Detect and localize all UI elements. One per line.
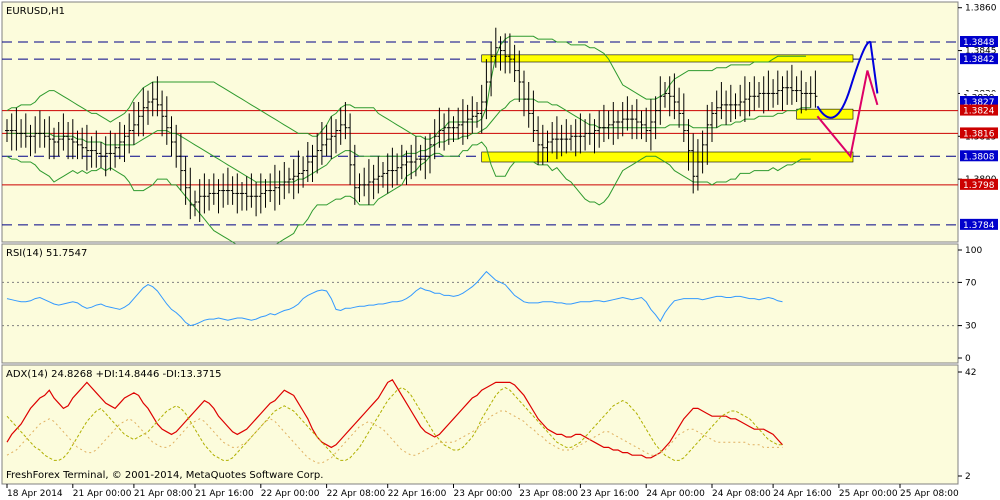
rsi-panel: RSI(14) 51.7547 100 70 30 0 — [1, 243, 982, 364]
time-tick-label: 24 Apr 16:00 — [773, 489, 832, 499]
symbol-label: EURUSD,H1 — [6, 6, 65, 17]
adx-axis: 42 2 — [958, 368, 976, 482]
plus-di-series-line — [6, 387, 783, 461]
price-tag-label: 1.3784 — [963, 221, 995, 231]
adx-series-line — [6, 378, 783, 459]
time-tick-label: 23 Apr 00:00 — [454, 489, 513, 499]
time-axis: 18 Apr 2014 21 Apr 00:00 21 Apr 08:00 21 Ap… — [6, 484, 959, 499]
rsi-levels — [2, 281, 958, 327]
forecast-arrows — [816, 40, 879, 159]
pink-forecast-arrow — [816, 70, 879, 159]
time-tick-label: 24 Apr 00:00 — [646, 489, 705, 499]
price-tag — [960, 178, 998, 190]
rsi-panel-bg — [1, 243, 959, 364]
minus-di-series-line — [6, 410, 783, 464]
adx-panel: ADX(14) 24.8268 +DI:14.8446 -DI:13.3715 … — [1, 364, 976, 485]
adx-lines — [6, 378, 783, 464]
time-tick-label: 23 Apr 08:00 — [519, 489, 578, 499]
price-tag-label: 1.3827 — [963, 98, 995, 108]
blue-forecast-arrow-tail — [869, 41, 879, 94]
sr-zone — [481, 151, 854, 163]
time-tick-label: 18 Apr 2014 — [7, 489, 63, 499]
price-tag-label: 1.3824 — [963, 107, 995, 117]
candles — [5, 27, 818, 222]
time-tick-label: 23 Apr 16:00 — [580, 489, 639, 499]
price-tag-label: 1.3816 — [963, 129, 995, 139]
price-tag-label: 1.3808 — [963, 152, 995, 162]
time-tick-label: 25 Apr 08:00 — [900, 489, 959, 499]
time-tick-label: 25 Apr 00:00 — [839, 489, 898, 499]
price-tag-label: 1.3798 — [963, 181, 995, 191]
bollinger-bands — [6, 35, 811, 257]
adx-tick-label: 42 — [965, 368, 976, 378]
main-panel: EURUSD,H1 1.38601.38451.38301.38151.3800… — [1, 1, 998, 257]
rsi-tick-label: 100 — [965, 246, 982, 256]
price-tag — [960, 127, 998, 139]
main-panel-bg — [1, 1, 959, 243]
watermark: FreshForex Terminal, © 2001-2014, MetaQu… — [6, 470, 323, 481]
time-tick-label: 21 Apr 16:00 — [195, 489, 254, 499]
price-tag — [960, 53, 998, 65]
rsi-line — [6, 270, 783, 327]
rsi-tick-label: 70 — [965, 278, 977, 288]
time-tick-label: 22 Apr 08:00 — [327, 489, 386, 499]
price-tag — [960, 150, 998, 162]
price-tag — [960, 104, 998, 116]
rsi-tick-label: 30 — [965, 322, 977, 332]
price-tag — [960, 218, 998, 230]
price-tag — [960, 36, 998, 47]
sr-zone — [481, 54, 854, 63]
time-tick-label: 22 Apr 16:00 — [388, 489, 447, 499]
price-tick-label: 1.3860 — [965, 4, 997, 14]
adx-label: ADX(14) 24.8268 +DI:14.8446 -DI:13.3715 — [6, 369, 222, 380]
time-tick-label: 24 Apr 08:00 — [712, 489, 771, 499]
adx-panel-bg — [1, 364, 959, 485]
price-axis: 1.38601.38451.38301.38151.38001.38481.38… — [958, 4, 998, 231]
adx-tick-label: 2 — [965, 472, 971, 482]
time-tick-label: 21 Apr 08:00 — [134, 489, 193, 499]
rsi-series-line — [6, 270, 783, 327]
time-tick-label: 22 Apr 00:00 — [261, 489, 320, 499]
price-tag-label: 1.3842 — [963, 55, 995, 65]
rsi-label: RSI(14) 51.7547 — [6, 248, 87, 259]
bollinger-middle-line — [7, 98, 811, 183]
rsi-tick-label: 0 — [965, 354, 971, 364]
price-tick-label: 1.3845 — [965, 47, 997, 57]
bollinger-lower-line — [6, 141, 811, 257]
time-tick-label: 21 Apr 00:00 — [73, 489, 132, 499]
rsi-axis: 100 70 30 0 — [958, 246, 982, 364]
bollinger-upper-line — [6, 35, 806, 140]
price-tag-label: 1.3848 — [963, 38, 995, 48]
price-tag — [960, 96, 998, 107]
blue-forecast-arrow — [816, 40, 871, 119]
